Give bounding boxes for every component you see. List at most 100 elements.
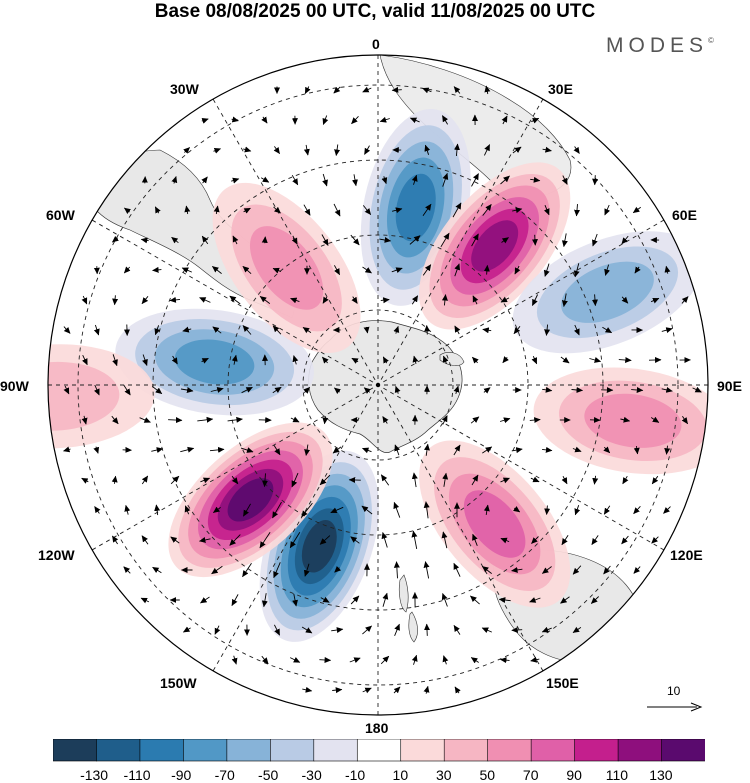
wind-arrow-28 (424, 144, 431, 155)
wind-arrow-338 (511, 626, 523, 633)
wind-arrow-22 (243, 146, 252, 153)
wind-arrow-196 (197, 416, 214, 423)
wind-arrow-297 (242, 563, 252, 578)
wind-arrow-29 (454, 143, 460, 157)
wind-arrow-250 (561, 475, 568, 485)
wind-arrow-163 (502, 356, 509, 364)
wind-arrow-123 (561, 293, 568, 307)
wind-arrow-45 (471, 173, 479, 187)
wind-arrow-293 (123, 566, 131, 574)
colorbar-tick-label: -30 (301, 767, 322, 783)
wind-arrow-150 (112, 354, 118, 367)
wind-arrow-9 (231, 116, 239, 123)
wind-arrow-197 (227, 416, 243, 423)
wind-arrow-323 (498, 597, 511, 604)
wind-arrow-179 (334, 387, 341, 395)
colorbar-swatch-1 (96, 739, 141, 762)
wind-arrow-161 (442, 355, 449, 365)
wind-arrow-14 (379, 116, 390, 123)
wind-arrow-233 (664, 445, 671, 455)
wind-arrow-324 (529, 597, 541, 603)
wind-arrow-84 (592, 233, 598, 247)
colorbar-swatch-3 (183, 739, 228, 762)
colorbar-tick-label: -70 (214, 767, 235, 783)
wind-arrow-353 (332, 687, 343, 694)
colorbar-swatch-12 (574, 739, 619, 762)
wind-arrow-336 (453, 624, 461, 635)
wind-arrow-67 (632, 206, 641, 214)
wind-arrow-249 (530, 476, 540, 483)
wind-arrow-186 (542, 386, 553, 393)
wind-arrow-111 (199, 297, 211, 303)
wind-arrow-170 (63, 385, 70, 395)
wind-arrow-128 (63, 326, 71, 334)
wind-arrow-68 (112, 235, 119, 243)
wind-arrow-321 (441, 593, 448, 607)
wind-arrow-245 (411, 472, 418, 488)
wind-arrow-109 (141, 296, 149, 305)
wind-arrow-158 (351, 357, 359, 364)
wind-arrow-279 (259, 531, 271, 549)
wind-arrow-231 (603, 446, 611, 454)
wind-arrow-152 (171, 355, 178, 365)
wind-arrow-314 (231, 594, 239, 607)
wind-arrow-238 (200, 477, 211, 484)
wind-arrow-108 (112, 295, 119, 306)
wind-arrow-49 (592, 175, 599, 186)
wind-arrow-221 (304, 444, 311, 456)
wind-arrow-19 (531, 117, 540, 124)
wind-arrow-101 (514, 265, 521, 275)
wind-arrow-193 (111, 415, 119, 425)
wind-arrow-218 (209, 446, 225, 453)
wind-arrow-290 (591, 535, 599, 546)
wind-arrow-69 (140, 237, 149, 244)
wind-arrow-4 (391, 86, 402, 93)
wind-arrow-310 (633, 566, 641, 574)
wind-arrow-126 (650, 297, 660, 304)
wind-arrow-348 (442, 655, 449, 665)
wind-arrow-287 (500, 537, 510, 544)
wind-arrow-77 (379, 236, 392, 243)
wind-arrow-225 (424, 443, 430, 456)
colorbar-tick-label: 110 (605, 767, 629, 783)
wind-arrow-80 (471, 233, 479, 247)
wind-arrow-204 (441, 415, 448, 425)
wind-arrow-223 (362, 447, 372, 454)
colorbar-tick-label: -90 (171, 767, 192, 783)
wind-arrow-37 (231, 177, 240, 184)
wind-arrow-157 (322, 356, 329, 364)
wind-arrow-343 (289, 657, 301, 663)
positive-anomaly-30W (212, 182, 361, 354)
wind-arrow-114 (290, 297, 300, 304)
wind-arrow-280 (289, 532, 301, 549)
wind-arrow-103 (573, 263, 580, 278)
lon-label-90w: 90W (0, 378, 29, 394)
wind-arrow-254 (94, 506, 101, 514)
positive-anomaly-40E-level-5 (471, 220, 519, 272)
wind-arrow-125 (621, 296, 629, 304)
wind-arrow-191 (692, 386, 702, 393)
wind-arrow-44 (442, 172, 449, 187)
wind-arrow-72 (232, 235, 239, 245)
wind-arrow-63 (512, 207, 523, 214)
wind-arrow-105 (634, 266, 641, 274)
wind-arrow-81 (501, 237, 509, 244)
wind-arrow-346 (380, 655, 390, 665)
wind-arrow-268 (513, 505, 521, 513)
wind-arrow-89 (152, 266, 162, 273)
wind-arrow-62 (482, 204, 492, 216)
wind-arrow-133 (212, 326, 222, 334)
wind-arrow-345 (349, 657, 361, 663)
wind-arrow-59 (391, 207, 403, 214)
wind-arrow-104 (604, 264, 610, 276)
wind-arrow-244 (380, 474, 390, 486)
wind-arrow-332 (331, 627, 344, 633)
wind-arrow-229 (542, 446, 553, 453)
wind-arrow-232 (633, 446, 640, 455)
wind-arrow-98 (422, 264, 432, 276)
wind-arrow-82 (531, 234, 538, 246)
wind-arrow-112 (229, 295, 241, 305)
wind-arrow-135 (272, 325, 282, 335)
wind-arrow-90 (181, 267, 192, 274)
wind-arrow-180 (363, 387, 371, 394)
